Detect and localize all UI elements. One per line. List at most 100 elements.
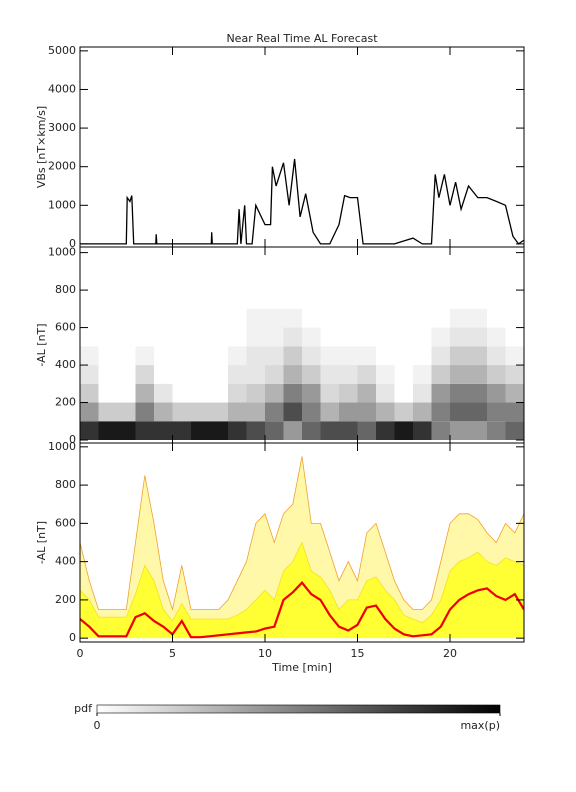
heat-cell [431,346,450,366]
heat-cell [228,383,247,403]
heat-cell [265,402,284,422]
heat-cell [302,421,321,441]
heat-cell [209,402,228,422]
heat-cell [450,421,469,441]
heat-cell [246,346,265,366]
x-tick-label: 5 [169,647,176,660]
heat-cell [357,327,376,347]
heat-cell [135,402,154,422]
heat-cell [172,346,191,366]
heat-cell [80,365,99,384]
heat-cell [431,402,450,422]
heat-cell [357,346,376,366]
y-tick-label: 600 [55,321,76,334]
heat-cell [283,346,302,366]
heat-cell [376,327,395,347]
heat-cell [431,383,450,403]
x-tick-label: 15 [351,647,365,660]
heat-cell [487,365,506,384]
heat-cell [246,327,265,347]
heat-cell [468,365,487,384]
heat-cell [505,383,524,403]
heat-cell [209,421,228,441]
heat-cell [320,346,339,366]
heat-cell [117,346,136,366]
heat-cell [191,346,210,366]
heat-cell [376,308,395,328]
heat-cell [117,402,136,422]
heat-cell [450,308,469,328]
heat-cell [357,402,376,422]
heat-cell [339,402,358,422]
heat-cell [431,421,450,441]
heat-cell [191,365,210,384]
heat-cell [246,421,265,441]
heat-cell [505,365,524,384]
heat-cell [320,327,339,347]
heat-cell [172,365,191,384]
heat-cell [172,402,191,422]
heat-cell [80,402,99,422]
heat-cell [357,421,376,441]
heat-cell [117,308,136,328]
heat-cell [413,308,432,328]
heat-cell [283,308,302,328]
y-tick-label: 800 [55,478,76,491]
heat-cell [265,308,284,328]
heat-cell [228,346,247,366]
y-tick-label: 3000 [48,121,76,134]
heat-cell [283,365,302,384]
axes-frame [79,46,525,248]
heat-cell [209,308,228,328]
heat-cell [450,327,469,347]
heat-cell [154,383,173,403]
heat-cell [80,421,99,441]
heat-cell [357,383,376,403]
heat-cell [413,346,432,366]
y-tick-label: 2000 [48,160,76,173]
heat-cell [80,383,99,403]
axes-frame [79,442,525,643]
heat-cell [468,327,487,347]
heat-cell [265,365,284,384]
heat-cell [487,402,506,422]
heat-cell [154,308,173,328]
heat-cell [80,346,99,366]
heat-cell [394,327,413,347]
heat-cell [431,327,450,347]
colorbar-label: pdf [74,702,93,715]
heat-cell [357,308,376,328]
heat-cell [172,421,191,441]
x-tick-label: 10 [258,647,272,660]
area-fill [80,542,524,639]
y-tick-label: 400 [55,555,76,568]
plot-area [80,308,524,441]
y-tick-label: 400 [55,358,76,371]
y-tick-label: 0 [69,433,76,446]
heat-cell [487,346,506,366]
heat-cell [302,402,321,422]
plot-area [80,158,524,245]
heat-cell [302,327,321,347]
heat-cell [228,421,247,441]
area-line [80,581,524,639]
area-line [80,456,524,612]
y-tick-label: 0 [69,631,76,644]
x-axis-label: Time [min] [271,661,332,674]
heat-cell [394,346,413,366]
heat-cell [98,402,117,422]
heat-cell [228,402,247,422]
heat-cell [394,383,413,403]
heat-cell [413,383,432,403]
heat-cell [394,402,413,422]
heat-cell [505,327,524,347]
heat-cell [246,365,265,384]
heat-cell [117,365,136,384]
heat-cell [228,327,247,347]
heat-cell [413,327,432,347]
heat-cell [80,327,99,347]
heat-cell [209,346,228,366]
heat-cell [357,365,376,384]
heat-cell [487,421,506,441]
heat-cell [98,327,117,347]
